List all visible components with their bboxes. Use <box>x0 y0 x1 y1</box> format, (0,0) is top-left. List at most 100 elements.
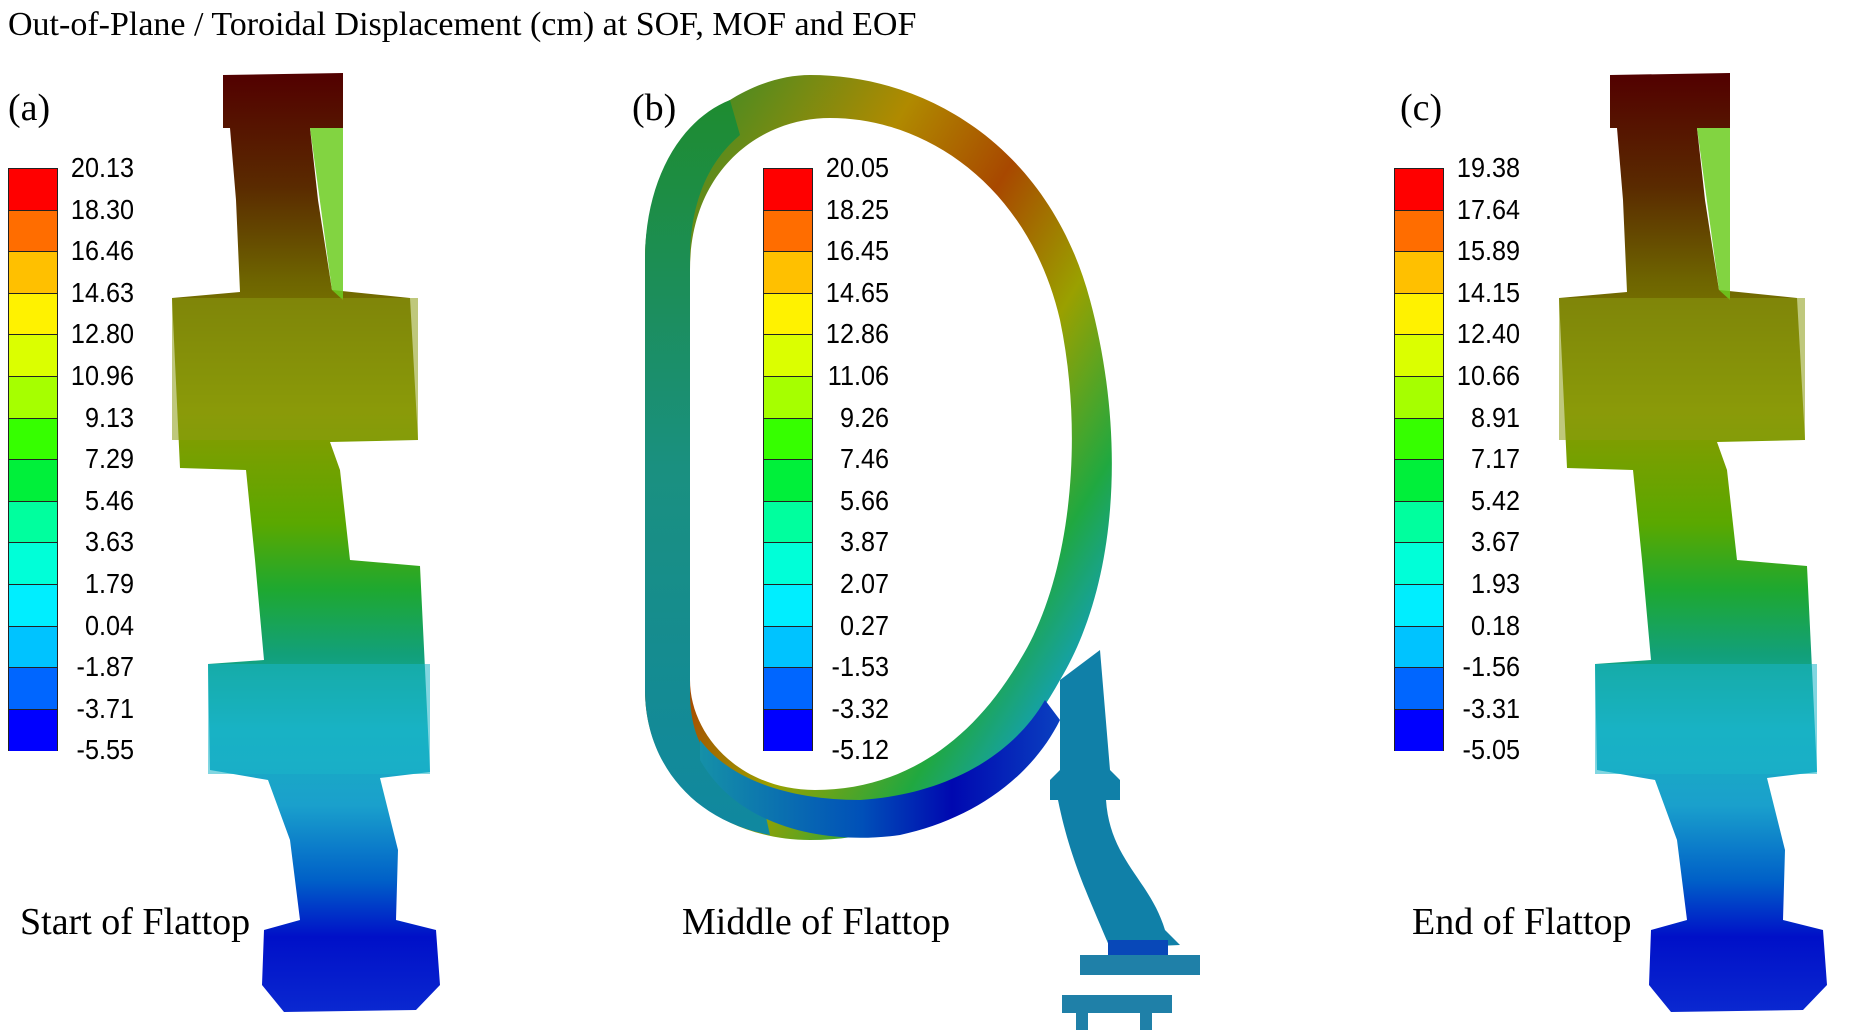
band-8 <box>764 460 812 502</box>
band-3 <box>9 252 57 294</box>
legend-value: 12.86 <box>825 318 889 350</box>
band-9 <box>9 501 57 544</box>
band-14 <box>764 709 812 752</box>
band-7 <box>764 418 812 461</box>
legend-value: -1.87 <box>76 651 134 683</box>
band-2 <box>764 210 812 253</box>
legend-value: -5.05 <box>1462 734 1520 766</box>
legend-value: 5.46 <box>84 484 134 516</box>
band-8 <box>9 460 57 502</box>
band-11 <box>764 584 812 627</box>
legend-value: 14.63 <box>70 276 134 308</box>
legend-value: 5.66 <box>839 484 889 516</box>
band-13 <box>764 668 812 710</box>
legend-value: -5.55 <box>76 734 134 766</box>
legend-value: -1.56 <box>1462 651 1520 683</box>
legend-value: 14.15 <box>1456 276 1520 308</box>
colorbar-a <box>8 168 58 752</box>
legend-value: 10.96 <box>70 360 134 391</box>
colorbar-c <box>1394 168 1444 752</box>
legend-value: 1.93 <box>1470 568 1520 599</box>
caption-middle-of-flattop: Middle of Flattop <box>682 901 951 943</box>
caption-end-of-flattop: End of Flattop <box>1412 901 1632 943</box>
legend-value: -3.32 <box>831 692 889 724</box>
legend-value: 16.46 <box>70 235 134 267</box>
band-2 <box>9 210 57 253</box>
legend-value: 5.42 <box>1470 484 1520 516</box>
legend-value: 0.27 <box>839 609 889 641</box>
coil-leg-c <box>1559 73 1827 1012</box>
band-10 <box>764 543 812 585</box>
legend-value: 0.18 <box>1470 609 1520 641</box>
legend-value: 3.87 <box>839 526 889 558</box>
legend-value: 3.63 <box>84 526 134 558</box>
coil-leg-a <box>172 73 440 1012</box>
colorbar-b <box>763 168 813 752</box>
band-5 <box>764 335 812 377</box>
legend-value: 7.17 <box>1470 443 1520 475</box>
legend-value: 10.66 <box>1456 360 1520 391</box>
band-9 <box>764 501 812 544</box>
legend-value: 2.07 <box>839 568 889 599</box>
band-5 <box>1395 335 1443 377</box>
legend-value: -5.12 <box>831 734 889 766</box>
legend-value: 7.29 <box>84 443 134 475</box>
band-10 <box>1395 543 1443 585</box>
band-3 <box>764 252 812 294</box>
legend-value: 1.79 <box>84 568 134 599</box>
legend-value: 12.40 <box>1456 318 1520 350</box>
band-13 <box>1395 668 1443 710</box>
band-2 <box>1395 210 1443 253</box>
band-8 <box>1395 460 1443 502</box>
legend-value: 8.91 <box>1470 401 1520 433</box>
band-12 <box>1395 626 1443 669</box>
band-1 <box>1395 169 1443 211</box>
legend-value: 11.06 <box>827 360 889 391</box>
legend-value: 19.38 <box>1456 152 1520 183</box>
legend-value: 9.26 <box>839 401 889 433</box>
legend-value: 15.89 <box>1456 235 1520 267</box>
legend-value: 9.13 <box>84 401 134 433</box>
band-13 <box>9 668 57 710</box>
band-11 <box>1395 584 1443 627</box>
band-9 <box>1395 501 1443 544</box>
figure-title: Out-of-Plane / Toroidal Displacement (cm… <box>8 6 917 43</box>
legend-value: 12.80 <box>70 318 134 350</box>
band-4 <box>9 293 57 336</box>
legend-value: 20.05 <box>825 152 889 183</box>
band-14 <box>1395 709 1443 752</box>
legend-value: 14.65 <box>825 276 889 308</box>
band-6 <box>1395 376 1443 419</box>
band-12 <box>9 626 57 669</box>
band-4 <box>1395 293 1443 336</box>
band-14 <box>9 709 57 752</box>
legend-value: -3.31 <box>1462 692 1520 724</box>
legend-value: 7.46 <box>839 443 889 475</box>
band-6 <box>9 376 57 419</box>
legend-value: 18.25 <box>825 193 889 225</box>
band-1 <box>764 169 812 211</box>
band-7 <box>1395 418 1443 461</box>
caption-start-of-flattop: Start of Flattop <box>20 901 251 943</box>
band-3 <box>1395 252 1443 294</box>
band-12 <box>764 626 812 669</box>
panel-label-a: (a) <box>8 87 51 129</box>
panel-label-b: (b) <box>632 87 677 129</box>
band-5 <box>9 335 57 377</box>
band-1 <box>9 169 57 211</box>
band-11 <box>9 584 57 627</box>
band-7 <box>9 418 57 461</box>
d-coil-b <box>645 75 1200 1030</box>
band-10 <box>9 543 57 585</box>
legend-value: 16.45 <box>825 235 889 267</box>
legend-value: 20.13 <box>70 152 134 183</box>
panel-label-c: (c) <box>1400 87 1443 129</box>
legend-value: 17.64 <box>1456 193 1520 225</box>
legend-value: 18.30 <box>70 193 134 225</box>
legend-value: -1.53 <box>831 651 889 683</box>
band-6 <box>764 376 812 419</box>
legend-value: 3.67 <box>1470 526 1520 558</box>
legend-value: -3.71 <box>76 692 134 724</box>
legend-value: 0.04 <box>84 609 134 641</box>
